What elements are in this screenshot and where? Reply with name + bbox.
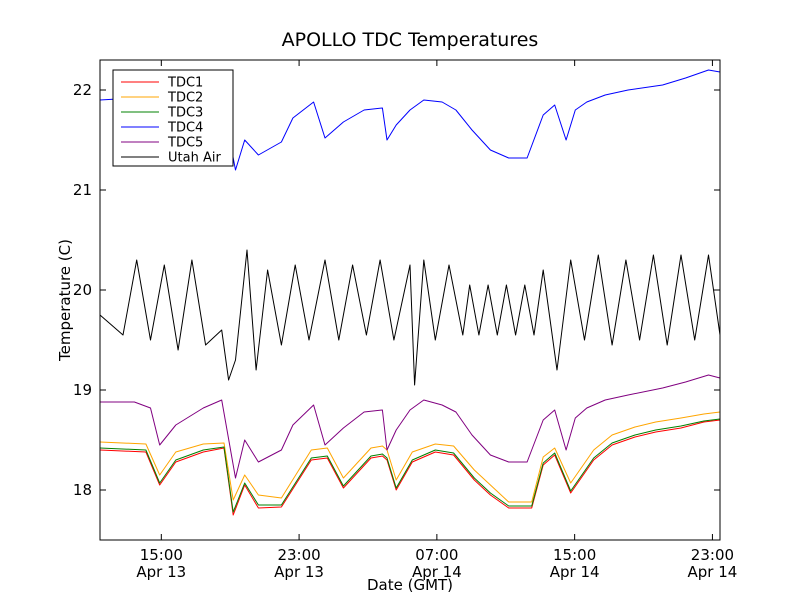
x-tick-label-date: Apr 14 <box>550 563 600 581</box>
y-axis-label: Temperature (C) <box>56 239 74 362</box>
x-tick-label-date: Apr 14 <box>412 563 462 581</box>
x-tick-label-time: 23:00 <box>691 546 734 564</box>
y-tick-label: 21 <box>73 181 92 199</box>
x-tick-label-time: 15:00 <box>140 546 183 564</box>
series-line-tdc3 <box>99 418 721 513</box>
legend-label-tdc3: TDC3 <box>167 106 203 121</box>
series-line-tdc5 <box>100 374 721 479</box>
x-tick-label-date: Apr 14 <box>688 563 738 581</box>
legend-label-tdc2: TDC2 <box>167 91 203 106</box>
legend-label-utah-air: Utah Air <box>168 151 221 166</box>
legend-label-tdc4: TDC4 <box>167 121 203 136</box>
y-tick-label: 18 <box>73 481 92 499</box>
legend-label-tdc5: TDC5 <box>167 136 203 151</box>
y-tick-label: 20 <box>73 281 92 299</box>
x-tick-label-date: Apr 13 <box>274 563 324 581</box>
y-tick-label: 22 <box>73 81 92 99</box>
x-tick-label-time: 07:00 <box>415 546 458 564</box>
x-tick-label-date: Apr 13 <box>136 563 186 581</box>
chart-title: APOLLO TDC Temperatures <box>282 29 539 51</box>
series-line-tdc2 <box>99 411 721 503</box>
plot-frame <box>99 59 721 541</box>
y-tick-label: 19 <box>73 381 92 399</box>
legend-label-tdc1: TDC1 <box>167 76 203 91</box>
x-tick-label-time: 23:00 <box>277 546 320 564</box>
series-line-utah-air <box>99 249 721 386</box>
x-tick-label-time: 15:00 <box>553 546 596 564</box>
legend-box <box>112 69 234 167</box>
x-axis-label: Date (GMT) <box>367 576 453 594</box>
